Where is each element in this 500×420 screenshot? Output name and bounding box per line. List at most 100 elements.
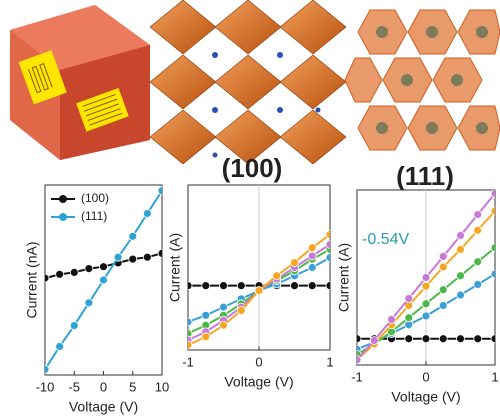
data-point bbox=[157, 249, 162, 258]
data-point bbox=[290, 281, 299, 291]
data-point bbox=[69, 267, 79, 277]
data-point bbox=[307, 243, 317, 253]
data-point bbox=[473, 257, 483, 267]
x-tick-label: 0 bbox=[100, 379, 107, 394]
x-tick-label: 0 bbox=[422, 369, 429, 384]
x-axis-label: Voltage (V) bbox=[391, 389, 460, 405]
data-point bbox=[188, 329, 193, 338]
data-point bbox=[490, 243, 495, 253]
data-point bbox=[290, 258, 299, 267]
data-point bbox=[84, 264, 94, 274]
data-point bbox=[421, 299, 431, 309]
data-point bbox=[438, 285, 448, 295]
x-tick-label: 1 bbox=[491, 369, 498, 384]
data-point bbox=[142, 209, 152, 218]
data-point bbox=[201, 310, 211, 320]
data-point bbox=[456, 245, 465, 254]
data-point bbox=[473, 210, 483, 219]
data-point bbox=[387, 315, 396, 324]
data-point bbox=[84, 298, 94, 308]
plot-area bbox=[357, 190, 495, 365]
data-point bbox=[421, 281, 431, 291]
data-point bbox=[99, 275, 108, 285]
data-point bbox=[404, 294, 414, 303]
data-point bbox=[201, 281, 211, 291]
data-point bbox=[473, 280, 483, 289]
x-tick-label: -10 bbox=[36, 379, 55, 394]
data-point bbox=[325, 240, 330, 249]
data-point bbox=[456, 334, 465, 344]
data-point bbox=[325, 230, 330, 239]
data-point bbox=[45, 364, 50, 374]
data-point bbox=[99, 262, 108, 272]
data-point bbox=[404, 334, 414, 344]
data-point bbox=[254, 286, 264, 296]
x-tick-label: -1 bbox=[351, 369, 363, 384]
x-tick-label: 0 bbox=[255, 354, 262, 369]
data-point bbox=[236, 281, 246, 291]
data-point bbox=[272, 271, 282, 281]
data-point bbox=[157, 186, 162, 196]
data-point bbox=[421, 311, 431, 321]
data-point bbox=[325, 253, 330, 262]
y-axis-label: Current (A) bbox=[167, 233, 183, 302]
facet-label: (111) bbox=[396, 161, 454, 191]
data-point bbox=[219, 281, 228, 291]
x-tick-label: 10 bbox=[155, 379, 169, 394]
data-point bbox=[219, 320, 228, 330]
data-point bbox=[219, 302, 228, 312]
data-point bbox=[236, 305, 246, 315]
data-point bbox=[55, 269, 65, 279]
data-point bbox=[357, 334, 362, 344]
annotation: -0.54V bbox=[362, 231, 409, 248]
x-axis-label: Voltage (V) bbox=[224, 374, 293, 390]
data-point bbox=[128, 231, 138, 241]
lattice-111 bbox=[344, 9, 500, 151]
data-point bbox=[438, 334, 448, 344]
data-point bbox=[473, 225, 483, 235]
legend-label: (111) bbox=[81, 209, 107, 223]
data-point bbox=[490, 206, 495, 216]
data-point bbox=[473, 334, 483, 344]
data-point bbox=[325, 281, 330, 291]
data-point bbox=[404, 313, 414, 323]
data-point bbox=[421, 273, 431, 282]
legend-label: (100) bbox=[81, 191, 109, 205]
data-point bbox=[490, 269, 495, 279]
x-axis-label: Voltage (V) bbox=[69, 399, 138, 415]
data-point bbox=[55, 342, 65, 351]
data-point bbox=[142, 252, 152, 262]
data-point bbox=[113, 252, 123, 262]
data-point bbox=[307, 251, 317, 261]
data-point bbox=[438, 262, 448, 272]
legend-marker bbox=[59, 195, 67, 203]
data-point bbox=[45, 273, 50, 283]
data-point bbox=[456, 290, 465, 300]
x-tick-label: -5 bbox=[68, 379, 80, 394]
data-point bbox=[307, 281, 317, 291]
data-point bbox=[128, 254, 138, 264]
x-tick-label: 1 bbox=[326, 354, 333, 369]
data-point bbox=[438, 252, 448, 261]
data-point bbox=[421, 334, 431, 344]
lattice-100 bbox=[149, 0, 347, 165]
y-axis-label: Current (A) bbox=[336, 243, 352, 312]
data-point bbox=[188, 340, 193, 350]
data-point bbox=[188, 281, 193, 291]
data-point bbox=[188, 317, 193, 327]
data-point bbox=[69, 321, 79, 331]
plot-area bbox=[45, 186, 162, 374]
data-point bbox=[438, 301, 448, 310]
data-point bbox=[456, 231, 465, 240]
y-axis-label: Current (nA) bbox=[24, 241, 40, 318]
data-point bbox=[201, 332, 211, 342]
x-tick-label: 5 bbox=[129, 379, 136, 394]
x-tick-label: -1 bbox=[182, 354, 194, 369]
data-point bbox=[307, 263, 317, 272]
data-point bbox=[369, 336, 379, 345]
data-point bbox=[357, 355, 362, 365]
legend-marker bbox=[59, 213, 67, 221]
data-point bbox=[490, 190, 495, 198]
plot-area bbox=[188, 230, 330, 350]
